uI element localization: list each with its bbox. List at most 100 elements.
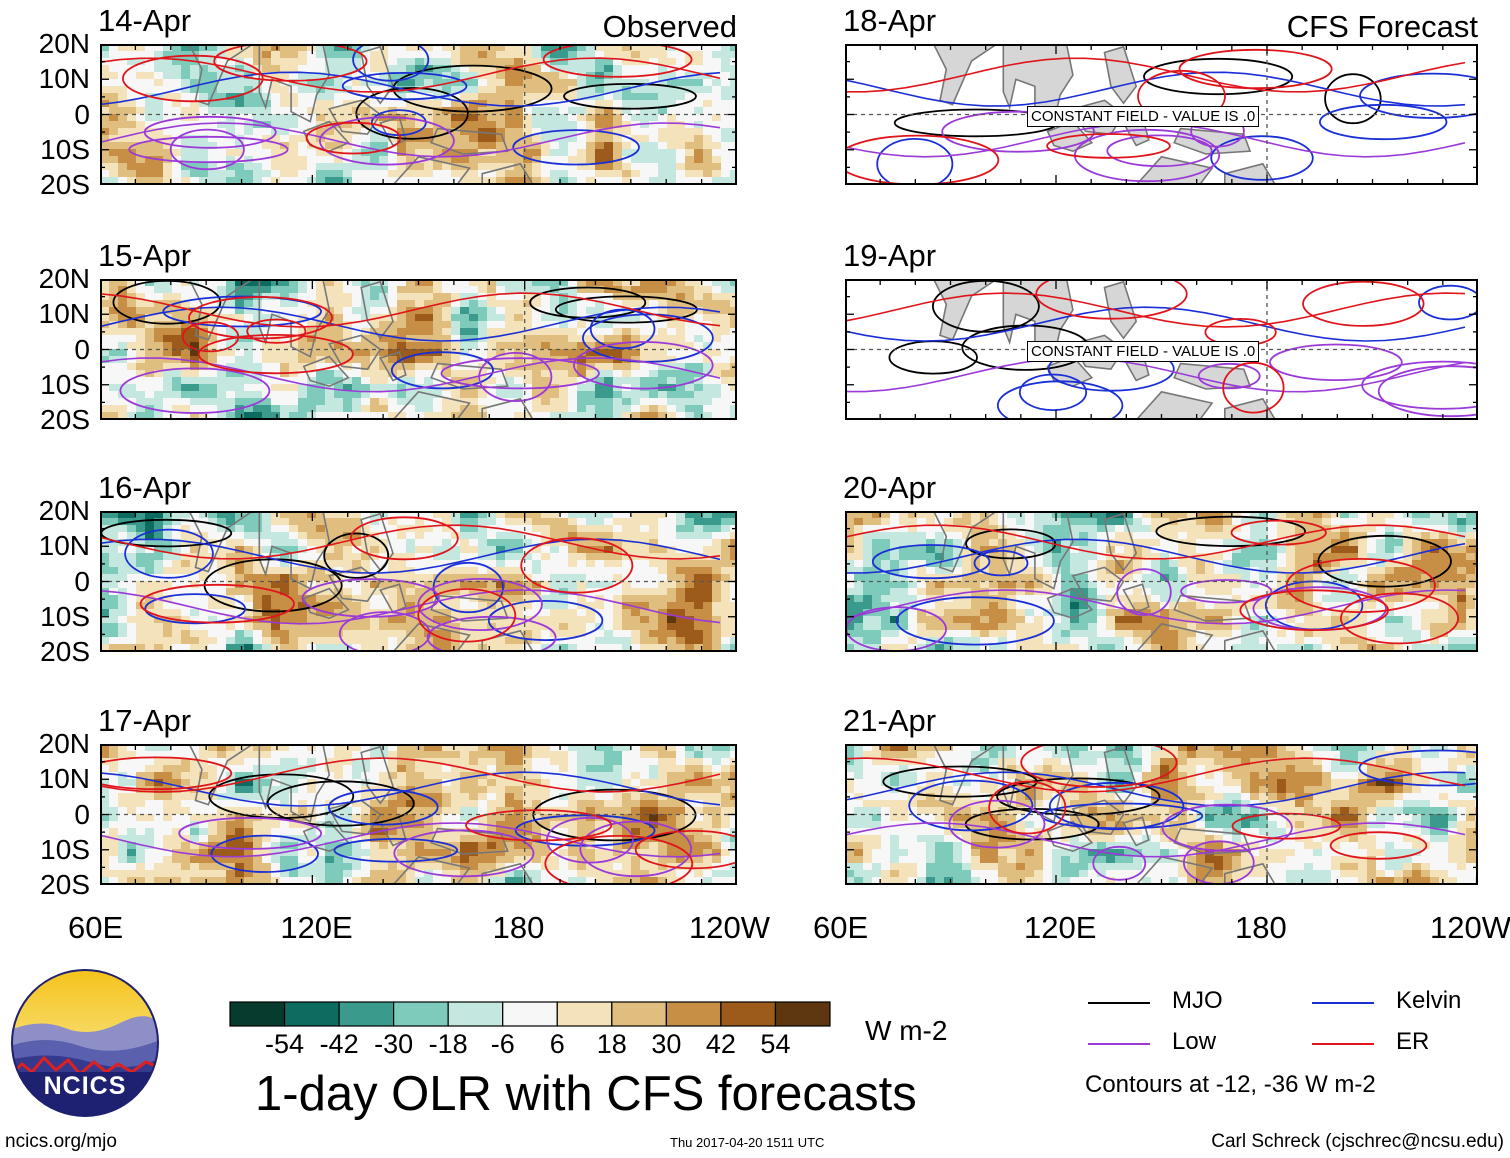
olr-cell <box>262 623 272 631</box>
olr-cell <box>550 314 560 322</box>
olr-cell <box>586 616 596 624</box>
olr-cell <box>145 300 155 308</box>
olr-cell <box>181 314 191 322</box>
olr-cell <box>703 758 713 766</box>
olr-cell <box>325 177 335 185</box>
olr-cell <box>289 286 299 294</box>
olr-cell <box>154 758 164 766</box>
olr-cell <box>406 384 416 392</box>
olr-cell <box>127 637 137 645</box>
olr-cell <box>118 567 128 575</box>
olr-cell <box>100 135 110 143</box>
olr-cell <box>559 363 569 371</box>
olr-cell <box>262 314 272 322</box>
olr-cell <box>694 300 704 308</box>
olr-cell <box>649 391 659 399</box>
olr-cell <box>487 630 497 638</box>
olr-cell <box>433 630 443 638</box>
olr-cell <box>523 279 533 287</box>
olr-cell <box>496 602 506 610</box>
olr-cell <box>523 363 533 371</box>
olr-cell <box>406 532 416 540</box>
olr-cell <box>433 286 443 294</box>
olr-cell <box>379 602 389 610</box>
olr-cell <box>208 286 218 294</box>
olr-cell <box>352 156 362 164</box>
olr-cell <box>595 58 605 66</box>
olr-cell <box>343 405 353 413</box>
olr-cell <box>478 279 488 287</box>
olr-cell <box>523 114 533 122</box>
olr-cell <box>118 58 128 66</box>
olr-cell <box>595 86 605 94</box>
olr-cell <box>586 307 596 315</box>
olr-cell <box>316 405 326 413</box>
olr-cell <box>694 751 704 759</box>
olr-cell <box>406 170 416 178</box>
olr-cell <box>613 149 623 157</box>
olr-cell <box>118 384 128 392</box>
olr-cell <box>496 644 506 652</box>
olr-cell <box>289 342 299 350</box>
olr-cell <box>640 307 650 315</box>
olr-cell <box>370 370 380 378</box>
olr-cell <box>298 744 308 752</box>
olr-cell <box>235 574 245 582</box>
olr-cell <box>289 163 299 171</box>
olr-cell <box>577 560 587 568</box>
olr-cell <box>523 307 533 315</box>
olr-cell <box>487 751 497 759</box>
olr-cell <box>352 370 362 378</box>
olr-cell <box>613 751 623 759</box>
olr-cell <box>172 758 182 766</box>
olr-cell <box>730 142 737 150</box>
olr-cell <box>469 539 479 547</box>
olr-cell <box>649 546 659 554</box>
olr-cell <box>181 286 191 294</box>
olr-cell <box>226 391 236 399</box>
olr-cell <box>424 588 434 596</box>
olr-cell <box>478 391 488 399</box>
olr-cell <box>568 128 578 136</box>
olr-cell <box>154 321 164 329</box>
olr-cell <box>253 405 263 413</box>
olr-cell <box>352 602 362 610</box>
olr-cell <box>379 370 389 378</box>
olr-cell <box>352 751 362 759</box>
olr-cell <box>172 744 182 752</box>
olr-cell <box>496 44 506 52</box>
olr-cell <box>154 170 164 178</box>
olr-cell <box>568 170 578 178</box>
olr-cell <box>199 595 209 603</box>
olr-cell <box>613 511 623 519</box>
olr-cell <box>388 72 398 80</box>
olr-cell <box>649 163 659 171</box>
olr-cell <box>667 539 677 547</box>
olr-cell <box>352 384 362 392</box>
olr-cell <box>361 518 371 526</box>
olr-cell <box>352 135 362 143</box>
olr-cell <box>478 86 488 94</box>
olr-cell <box>586 644 596 652</box>
olr-cell <box>523 553 533 561</box>
olr-cell <box>478 349 488 357</box>
olr-cell <box>163 349 173 357</box>
olr-cell <box>460 72 470 80</box>
olr-cell <box>424 539 434 547</box>
olr-cell <box>379 156 389 164</box>
olr-cell <box>667 335 677 343</box>
olr-cell <box>370 751 380 759</box>
olr-cell <box>694 744 704 752</box>
olr-cell <box>676 363 686 371</box>
olr-cell <box>505 170 515 178</box>
olr-cell <box>325 511 335 519</box>
olr-cell <box>730 581 737 589</box>
olr-cell <box>406 518 416 526</box>
olr-cell <box>136 539 146 547</box>
olr-cell <box>289 121 299 129</box>
olr-cell <box>172 532 182 540</box>
olr-cell <box>649 107 659 115</box>
olr-cell <box>379 532 389 540</box>
olr-cell <box>172 511 182 519</box>
olr-cell <box>487 51 497 59</box>
